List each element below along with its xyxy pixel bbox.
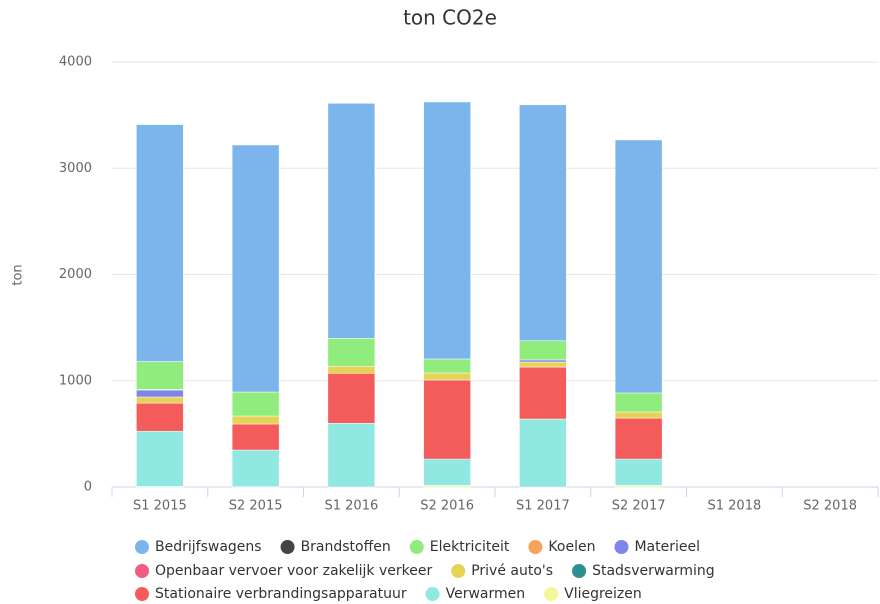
bar-segment <box>136 396 184 404</box>
legend-label: Stationaire verbrandingsapparatuur <box>155 586 407 602</box>
bar-segment <box>519 366 567 420</box>
legend-label: Koelen <box>548 539 595 555</box>
x-tick-label: S1 2016 <box>325 499 379 514</box>
bar-segment <box>136 402 184 432</box>
bar-segment <box>423 372 471 381</box>
bar-segment <box>231 423 280 451</box>
legend-marker <box>409 540 424 554</box>
legend-label: Elektriciteit <box>430 539 510 555</box>
bar-segment <box>614 458 663 486</box>
bar-segment <box>423 379 471 460</box>
legend-marker <box>544 587 559 601</box>
legend-marker <box>425 587 440 601</box>
bar-segment <box>614 417 663 460</box>
legend-label: Vliegreizen <box>564 586 642 602</box>
bar-segment <box>136 124 184 362</box>
legend-label: Openbaar vervoer voor zakelijk verkeer <box>155 563 432 579</box>
x-tick-label: S2 2017 <box>612 499 666 514</box>
y-tick-label: 1000 <box>59 373 92 388</box>
x-tick-label: S2 2015 <box>229 499 283 514</box>
legend-label: Materieel <box>634 539 700 555</box>
legend-label: Stadsverwarming <box>592 563 715 579</box>
bar-segment <box>423 358 471 374</box>
bar-segment <box>614 392 663 413</box>
bar-segment <box>327 366 376 374</box>
legend-marker <box>572 564 587 578</box>
x-tick-label: S1 2017 <box>516 499 570 514</box>
bar-segment <box>136 389 184 398</box>
bar-segment <box>327 423 376 488</box>
y-tick-label: 2000 <box>59 267 92 282</box>
y-tick-label: 3000 <box>59 161 92 176</box>
y-tick-label: 0 <box>84 480 92 495</box>
bar-segment <box>614 139 663 394</box>
y-tick-label: 4000 <box>59 55 92 70</box>
legend-label: Brandstoffen <box>301 539 391 555</box>
bar-segment <box>231 144 280 393</box>
bar-segment <box>423 458 471 486</box>
bar-segment <box>519 359 567 363</box>
y-axis-label: ton <box>11 264 26 285</box>
bar-segment <box>519 104 567 342</box>
chart-title: ton CO2e <box>403 6 497 30</box>
legend-label: Privé auto's <box>471 563 553 579</box>
bar-segment <box>519 340 567 361</box>
bar-segment <box>614 411 663 419</box>
bar-segment <box>231 391 280 417</box>
bar-segment <box>519 418 567 488</box>
bar-segment <box>519 361 567 368</box>
bar-segment <box>327 373 376 424</box>
bar-segment <box>231 415 280 425</box>
bar-segment <box>136 430 184 487</box>
bar-segment <box>231 449 280 487</box>
bar-segment <box>327 338 376 367</box>
legend-marker <box>135 587 149 601</box>
bar-segment <box>423 101 471 360</box>
bar-segment <box>136 361 184 390</box>
x-tick-label: S1 2018 <box>708 499 762 514</box>
legend-label: Bedrijfswagens <box>155 539 262 555</box>
x-tick-label: S1 2015 <box>133 499 187 514</box>
legend-marker <box>614 540 629 554</box>
x-tick-label: S2 2018 <box>803 499 857 514</box>
legend-marker <box>135 564 149 578</box>
bar-segment <box>327 103 376 339</box>
legend-marker <box>135 540 149 554</box>
legend-label: Verwarmen <box>446 586 526 602</box>
legend-marker <box>280 540 295 554</box>
legend-marker <box>528 540 543 554</box>
legend-marker <box>451 564 466 578</box>
x-tick-label: S2 2016 <box>420 499 474 514</box>
